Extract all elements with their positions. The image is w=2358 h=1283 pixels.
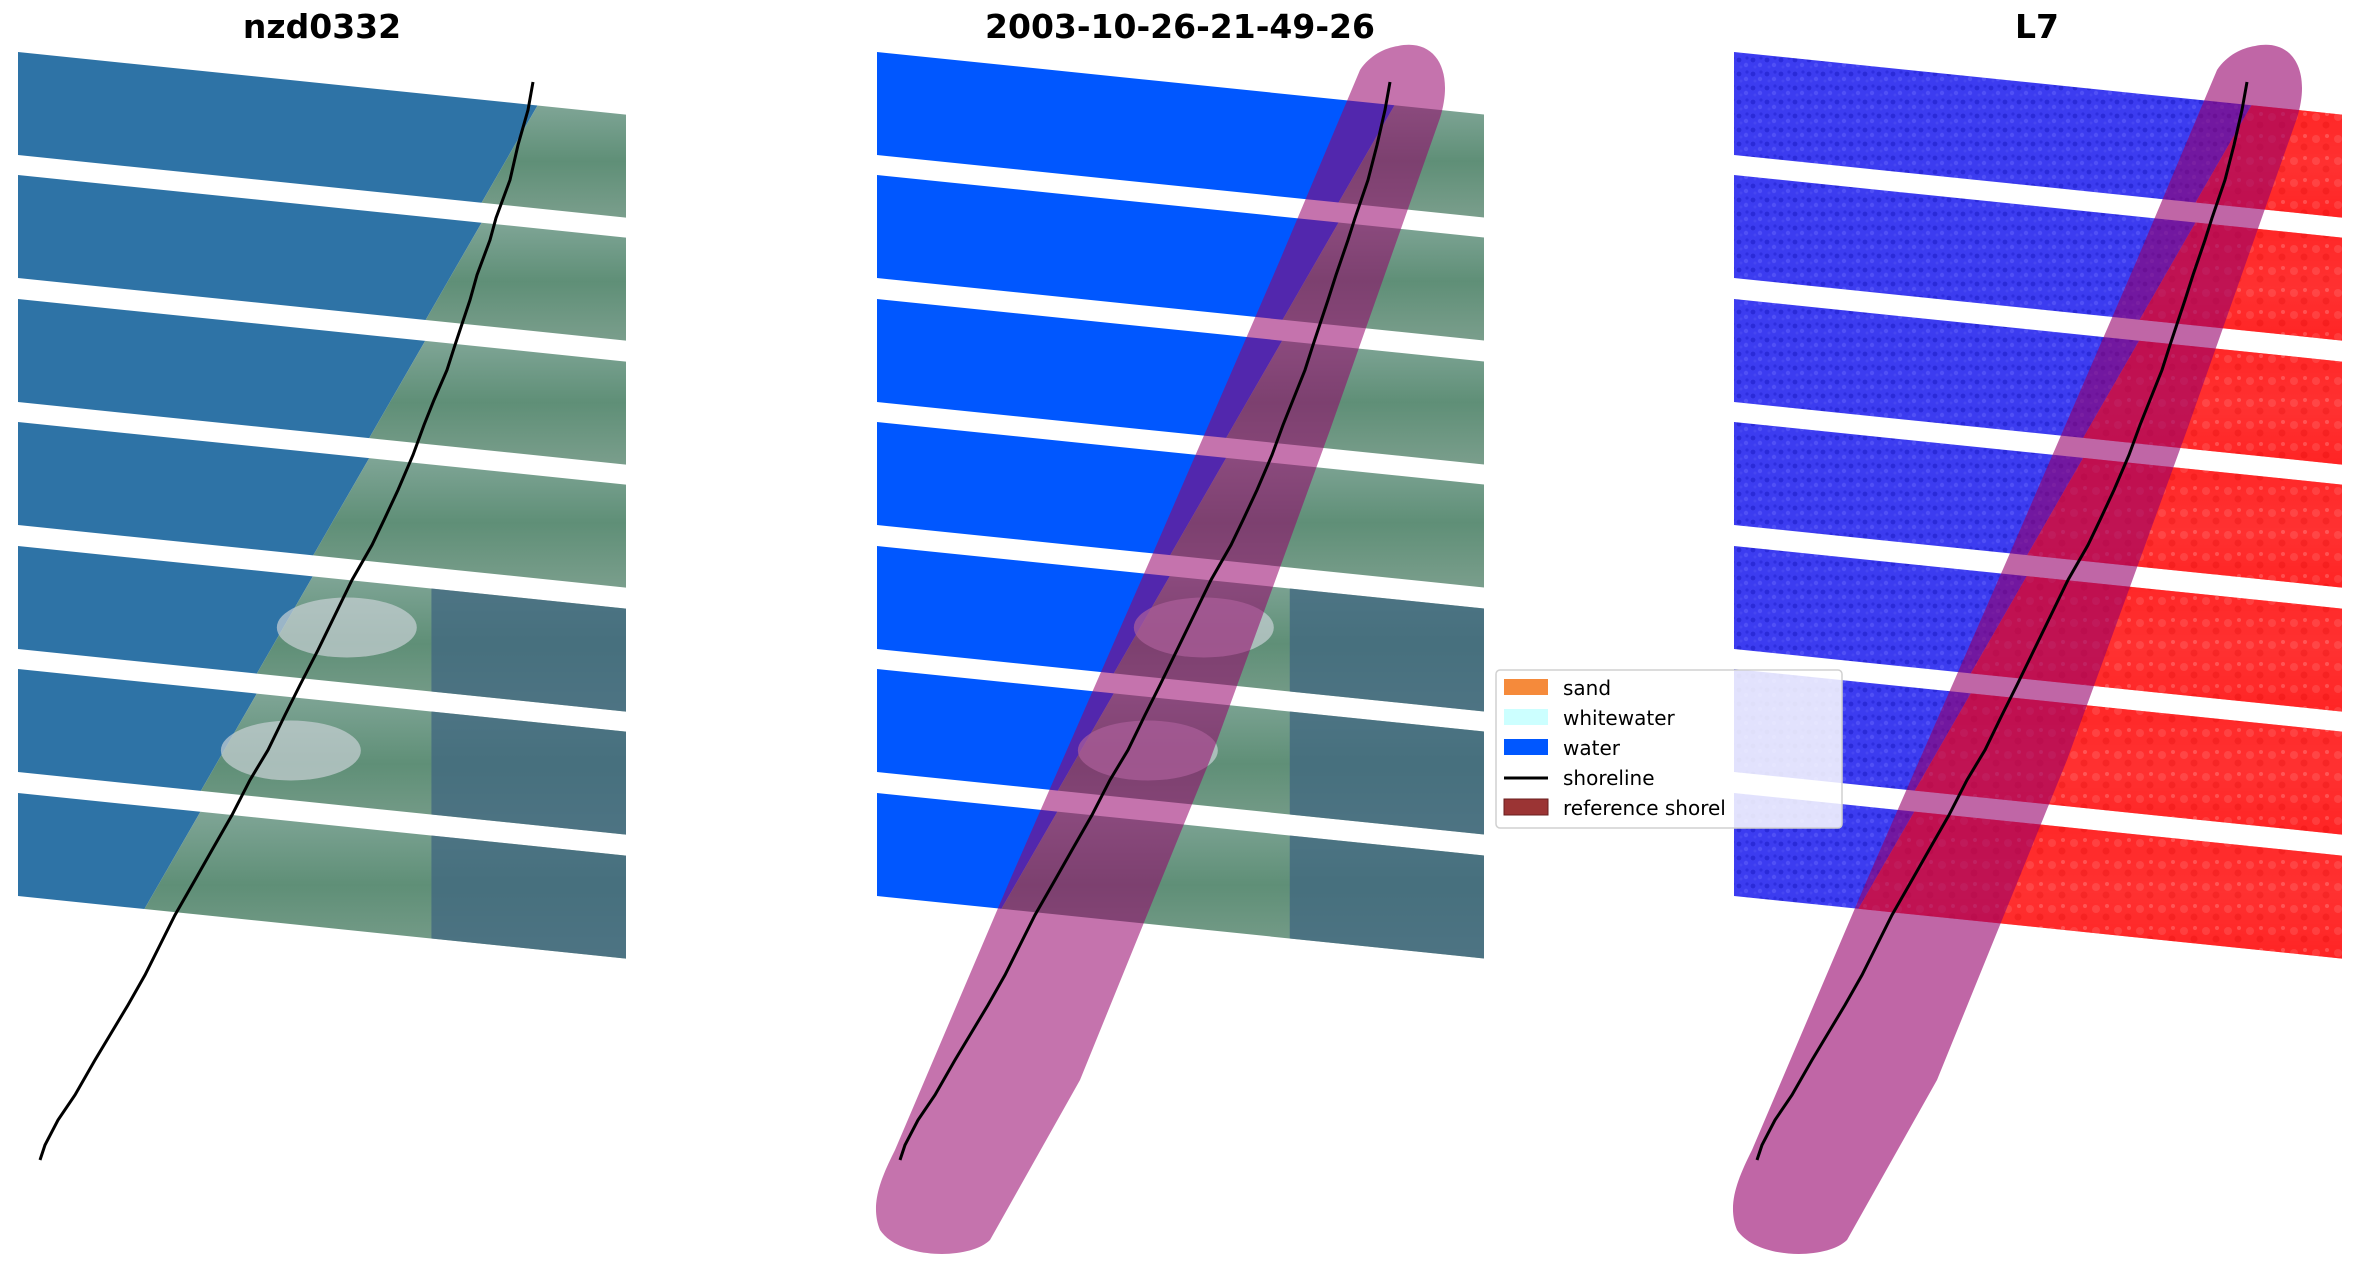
legend-swatch-whitewater [1504,709,1548,725]
legend-swatch-reference-shoreline [1503,798,1549,816]
legend-label: reference shorel [1563,796,1726,820]
panel-index: L7 [1732,7,2342,1254]
forest-segment [1289,711,1484,835]
legend-label: whitewater [1563,706,1675,730]
sea-segment [18,669,257,791]
forest-segment [431,588,626,712]
forest-segment [1289,835,1484,959]
sea-segment [18,52,538,203]
panel-classified: 2003-10-26-21-49-26 [875,7,1484,1254]
sea-segment [877,52,1395,203]
sea-segment [877,546,1170,674]
sea-segment [1734,422,2084,556]
sea-segment [877,175,1339,320]
image-stripes [877,52,1484,959]
legend-item-reference-shoreline: reference shorel [1503,796,1726,820]
land-segment [369,340,626,465]
panel-title: 2003-10-26-21-49-26 [985,7,1375,46]
sea-segment [1734,175,2196,320]
image-stripes [18,52,626,959]
urban-area [220,720,361,781]
land-segment [425,222,626,341]
shoreline-line [1755,81,2249,1161]
legend-label: water [1563,736,1621,760]
legend-swatch-water [1504,739,1548,755]
sea-segment [877,299,1283,438]
land-segment [481,105,626,218]
legend-swatch-sand [1504,679,1548,695]
legend-item-shoreline: shoreline [1504,766,1655,790]
sea-segment [18,546,313,674]
sea-segment [1734,546,2027,674]
panel-title: nzd0332 [243,7,401,46]
sea-segment [1734,52,2252,203]
shoreline-line [38,81,535,1161]
legend-item-sand: sand [1504,676,1611,700]
legend-frame [1495,669,1843,829]
forest-segment [1289,588,1484,712]
land-segment [313,458,626,588]
forest-segment [431,835,626,959]
legend: sand whitewater water shoreline referenc… [1495,669,1843,829]
sea-segment [18,793,201,910]
legend-item-whitewater: whitewater [1504,706,1675,730]
legend-item-water: water [1504,736,1621,760]
legend-label: sand [1563,676,1611,700]
legend-label: shoreline [1563,766,1655,790]
sea-segment [877,669,1114,791]
panel-rgb: nzd0332 [18,7,626,1161]
sea-segment [1734,299,2140,438]
sea-segment [18,422,370,556]
sea-segment [877,422,1227,556]
panel-title: L7 [2015,7,2059,46]
urban-area [276,597,417,658]
sea-segment [18,175,482,320]
shoreline-line [898,81,1392,1161]
sea-segment [18,299,426,439]
forest-segment [431,711,626,835]
